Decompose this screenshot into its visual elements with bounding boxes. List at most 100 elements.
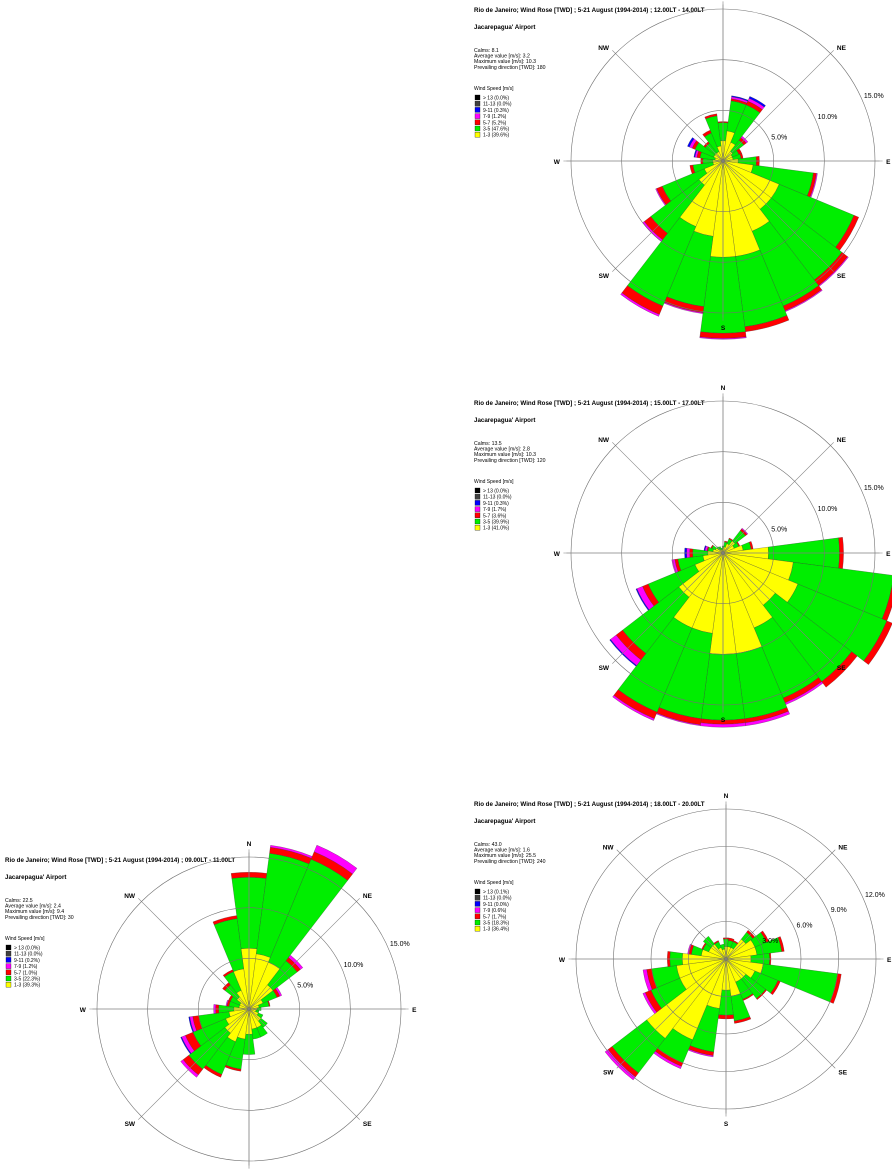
direction-spoke xyxy=(248,1008,360,1120)
compass-label-nw: NW xyxy=(598,45,610,52)
sector-30-bin-4 xyxy=(748,96,766,108)
legend-swatch xyxy=(474,888,481,895)
compass-label-sw: SW xyxy=(599,665,610,672)
compass-label-ne: NE xyxy=(837,45,847,52)
legend-label: > 13 (0.0%) xyxy=(14,946,40,952)
legend-swatch xyxy=(474,125,481,132)
direction-spoke xyxy=(725,849,836,960)
legend-swatch xyxy=(474,913,481,919)
wind-rose-panel-3: Rio de Janeiro; Wind Rose [TWD] ; 5-21 A… xyxy=(5,841,417,1169)
legend-swatch xyxy=(5,963,12,969)
compass-label-n: N xyxy=(721,385,726,392)
wind-rose-panel-1: Rio de Janeiro; Wind Rose [TWD] ; 5-21 A… xyxy=(474,1,891,340)
ring-label: 6.0% xyxy=(797,922,813,929)
compass-label-w: W xyxy=(80,1007,87,1014)
legend-label: 7-9 (0.6%) xyxy=(483,908,507,914)
compass-label-ne: NE xyxy=(838,845,848,852)
ring-label: 15.0% xyxy=(864,485,884,492)
sector-210-bin-3 xyxy=(620,292,660,317)
direction-spoke xyxy=(722,552,834,664)
stat-line: Average value [m/s]: 1.6 xyxy=(474,848,530,854)
stat-line: Calms: 22.5 xyxy=(5,898,33,904)
sector-240-bin-3 xyxy=(642,992,657,1014)
legend-swatch xyxy=(474,94,481,101)
chart-title: Rio de Janeiro; Wind Rose [TWD] ; 5-21 A… xyxy=(474,7,705,14)
compass-label-se: SE xyxy=(363,1121,372,1128)
compass-label-w: W xyxy=(554,159,561,166)
ring-label: 10.0% xyxy=(818,506,838,513)
compass-label-n: N xyxy=(247,841,252,848)
legend-swatch xyxy=(474,525,481,531)
direction-spoke xyxy=(138,898,250,1010)
stat-line: Maximum value [m/s]: 25.5 xyxy=(474,853,536,859)
sector-120-bin-2 xyxy=(770,980,781,995)
compass-label-ne: NE xyxy=(837,437,847,444)
legend-label: 1-3 (41.0%) xyxy=(483,526,509,532)
legend-swatch xyxy=(474,494,481,500)
ring-label: 9.0% xyxy=(831,907,847,914)
legend-title: Wind Speed [m/s] xyxy=(474,479,514,485)
legend-swatch xyxy=(474,132,481,138)
legend-label: 7-9 (1.7%) xyxy=(483,507,507,513)
compass-label-s: S xyxy=(721,325,726,332)
ring-label: 15.0% xyxy=(390,941,410,948)
legend-swatch xyxy=(474,506,481,512)
direction-spoke xyxy=(612,160,724,272)
legend-label: 5-7 (1.0%) xyxy=(14,970,38,976)
compass-label-s: S xyxy=(721,717,726,724)
legend-swatch xyxy=(5,951,12,957)
ring-label: 10.0% xyxy=(344,962,364,969)
sector-180-bin-3 xyxy=(699,336,747,340)
direction-spoke xyxy=(722,160,834,272)
stat-line: Maximum value [m/s]: 9.4 xyxy=(5,909,64,915)
legend-swatch xyxy=(474,107,481,113)
sector-285-bin-4 xyxy=(703,545,707,551)
sector-345-bin-1 xyxy=(720,943,725,950)
stat-line: Average value [m/s]: 2.8 xyxy=(474,447,530,453)
sector-300-bin-2 xyxy=(710,544,714,549)
legend-label: > 13 (0.1%) xyxy=(483,890,509,896)
compass-label-e: E xyxy=(887,957,892,964)
sector-75-bin-2 xyxy=(777,936,785,952)
legend-label: 1-3 (36.4%) xyxy=(483,927,509,933)
stat-line: Calms: 13.5 xyxy=(474,441,502,447)
ring-label: 5.0% xyxy=(297,982,313,989)
compass-label-e: E xyxy=(886,159,891,166)
direction-spoke xyxy=(248,898,360,1010)
wind-rose-panel-4: Rio de Janeiro; Wind Rose [TWD] ; 5-21 A… xyxy=(474,793,892,1128)
stat-line: Calms: 43.0 xyxy=(474,842,502,848)
legend-swatch xyxy=(5,957,12,963)
sector-225-bin-4 xyxy=(609,639,637,667)
direction-spoke xyxy=(138,1008,250,1120)
direction-spoke xyxy=(612,50,724,162)
direction-spoke xyxy=(612,442,724,554)
ring-label: 5.0% xyxy=(771,526,787,533)
sector-345-bin-1 xyxy=(720,547,723,551)
sector-240-bin-4 xyxy=(635,588,650,611)
direction-spoke xyxy=(612,552,724,664)
ring-label: 10.0% xyxy=(818,114,838,121)
rose-wedges xyxy=(180,845,358,1078)
sector-165-bin-2 xyxy=(734,1016,752,1024)
stat-line: Prevailing direction [TWD]: 120 xyxy=(474,458,546,464)
sector-240-bin-4 xyxy=(180,1036,192,1055)
legend-swatch xyxy=(5,969,12,975)
compass-label-sw: SW xyxy=(599,273,610,280)
legend-label: 1-3 (39.3%) xyxy=(14,983,40,989)
compass-label-n: N xyxy=(724,793,729,800)
legend-label: 5-7 (1.7%) xyxy=(483,914,507,920)
chart-title: Rio de Janeiro; Wind Rose [TWD] ; 5-21 A… xyxy=(474,400,705,407)
legend-label: 9-11 (0.3%) xyxy=(483,501,509,507)
sector-345-bin-2 xyxy=(704,113,718,120)
legend-swatch xyxy=(474,901,481,907)
legend-swatch xyxy=(474,500,481,506)
compass-label-sw: SW xyxy=(603,1069,614,1076)
legend-label: 5-7 (5.2%) xyxy=(483,120,507,126)
sector-255-bin-3 xyxy=(642,969,653,992)
legend-swatch xyxy=(474,907,481,913)
stat-line: Prevailing direction [TWD]: 240 xyxy=(474,859,546,865)
sector-255-bin-2 xyxy=(689,164,696,174)
stat-line: Maximum value [m/s]: 10.3 xyxy=(474,452,536,458)
stat-line: Maximum value [m/s]: 10.3 xyxy=(474,59,536,65)
legend-swatch xyxy=(474,119,481,125)
